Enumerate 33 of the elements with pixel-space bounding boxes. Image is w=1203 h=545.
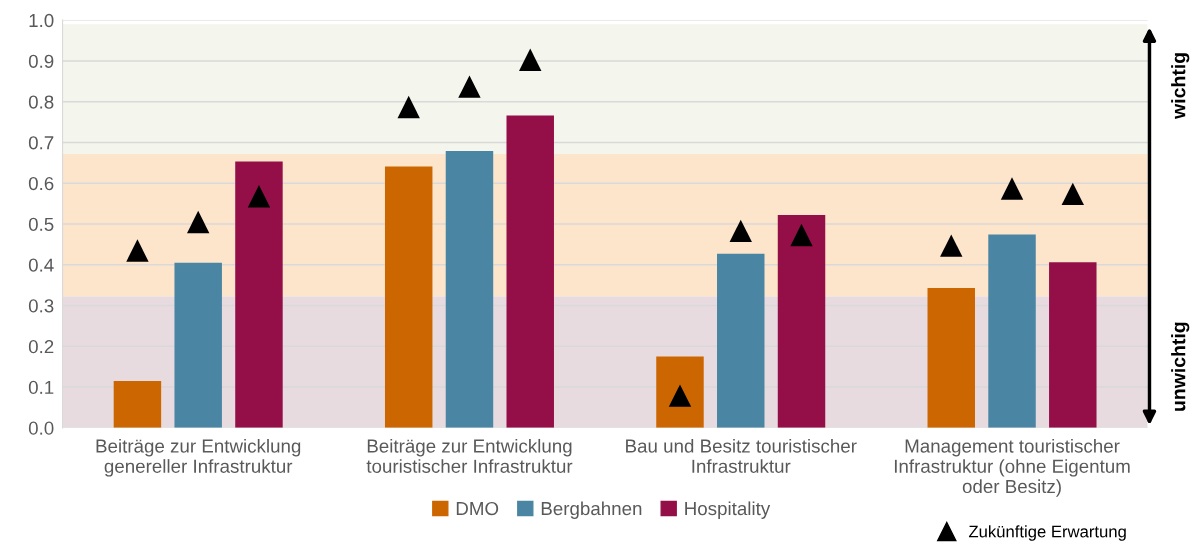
bar	[777, 215, 826, 428]
bar	[1049, 262, 1097, 428]
legend-label: DMO	[456, 501, 499, 516]
bar	[656, 356, 704, 428]
text: wichtig	[1171, 53, 1190, 119]
y-tick-label: 0.0	[28, 421, 54, 435]
x-tick-label: Beiträge zur Entwicklung touristischer Infrastruktur	[366, 438, 573, 473]
y-tick-label: 1.0	[29, 13, 54, 28]
y-tick-label: 0.4	[28, 258, 54, 272]
y-tick-label: 0.7	[28, 136, 54, 150]
y-tick-label: 0.1	[28, 380, 54, 395]
x-tick-label: Beiträge zur Entwicklung genereller Infrastruktur	[96, 438, 301, 477]
legend-label: Zukünftige Erwartung	[968, 525, 1126, 541]
x-tick-label: Management touristischer Infrastruktur (ohne Eigentum oder Besitz)	[894, 438, 1130, 497]
y-tick-label: 0.3	[28, 299, 54, 313]
legend-label: Hospitality	[685, 501, 771, 519]
x-tick-label: Bau und Besitz touristischer Infrastruktur	[626, 438, 857, 473]
bar	[445, 151, 494, 428]
bar	[174, 262, 222, 428]
y-tick-label: 0.9	[28, 54, 54, 68]
y-tick-label: 0.2	[28, 339, 54, 354]
bar	[235, 161, 283, 428]
bar	[717, 253, 765, 428]
legend-label: Bergbahnen	[541, 501, 642, 519]
bar	[113, 380, 162, 428]
bar	[988, 234, 1036, 428]
y-tick-label: 0.6	[28, 176, 54, 191]
y-tick-label: 0.8	[28, 95, 54, 109]
bar	[927, 288, 975, 428]
bar	[384, 166, 433, 428]
bar	[506, 115, 554, 428]
y-tick-label: 0.5	[28, 217, 54, 231]
text: unwichtig	[1171, 322, 1190, 411]
